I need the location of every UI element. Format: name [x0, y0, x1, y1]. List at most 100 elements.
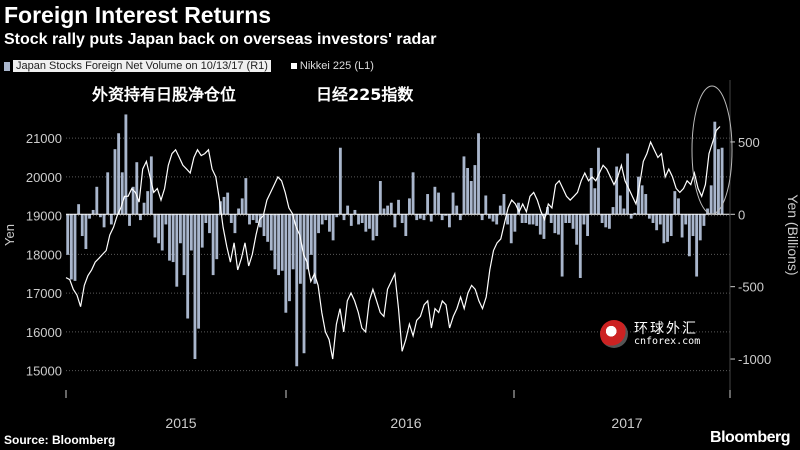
net-volume-bar [578, 214, 582, 278]
left-tick-label: 16000 [26, 325, 62, 340]
net-volume-bar [222, 196, 226, 215]
net-volume-bar [615, 166, 619, 215]
annotation-nikkei: 日经225指数 [316, 85, 414, 104]
net-volume-bar [571, 214, 575, 229]
nikkei-line [65, 126, 721, 360]
net-volume-bar [593, 188, 597, 215]
net-volume-bar [95, 186, 99, 215]
net-volume-bar [448, 214, 451, 228]
net-volume-bar [444, 214, 448, 216]
net-volume-bar [604, 214, 608, 228]
net-volume-bar [597, 147, 600, 215]
net-volume-bar [197, 214, 201, 329]
net-volume-bar [400, 214, 404, 223]
net-volume-bar [251, 214, 255, 221]
net-volume-bar [378, 181, 382, 215]
net-volume-bar [375, 214, 379, 237]
net-volume-bar [600, 214, 604, 223]
net-volume-bar [88, 214, 91, 219]
net-volume-bar [455, 205, 459, 215]
left-tick-label: 20000 [26, 170, 62, 185]
net-volume-bar [629, 214, 633, 219]
net-volume-bar [149, 156, 153, 215]
net-volume-bar [357, 214, 360, 225]
net-volume-bar [531, 214, 535, 225]
net-volume-bar [415, 214, 419, 221]
right-tick-label: 0 [738, 207, 745, 222]
net-volume-bar [484, 195, 488, 215]
legend-line-label: Nikkei 225 (L1) [299, 60, 374, 72]
net-volume-bar [651, 214, 655, 223]
highlight-ellipse [691, 85, 733, 215]
net-volume-bar [626, 153, 629, 215]
net-volume-bar [157, 214, 161, 244]
net-volume-bar [451, 192, 455, 215]
left-axis-label: Yen [2, 224, 17, 246]
net-volume-bar [429, 214, 433, 222]
right-axis-label: Yen (Billions) [785, 194, 800, 275]
right-tick-label: 500 [738, 135, 760, 150]
source-note: Source: Bloomberg [4, 433, 116, 447]
net-volume-bar [306, 214, 310, 270]
net-volume-bar [549, 214, 553, 223]
net-volume-bar [466, 167, 470, 215]
net-volume-bar [517, 202, 520, 215]
net-volume-bar [680, 214, 684, 238]
net-volume-bar [338, 147, 342, 215]
net-volume-bar [186, 214, 190, 319]
net-volume-bar [335, 214, 339, 218]
left-tick-label: 21000 [26, 131, 62, 146]
net-volume-bar [524, 214, 528, 223]
net-volume-bar [557, 214, 560, 235]
net-volume-bar [371, 214, 375, 241]
net-volume-bar [240, 198, 244, 215]
net-volume-bar [647, 214, 651, 219]
net-volume-bar [346, 205, 350, 215]
net-volume-bar [128, 214, 131, 226]
x-axis-ticks: 2015 2016 2017 [65, 390, 731, 431]
nikkei-line-path [65, 126, 721, 360]
left-tick-label: 19000 [26, 209, 62, 224]
net-volume-bar [295, 214, 299, 367]
net-volume-bar [437, 192, 440, 215]
net-volume-bar [66, 214, 70, 255]
net-volume-bar [91, 209, 95, 215]
net-volume-bar [586, 214, 589, 237]
net-volume-bars [66, 114, 724, 367]
net-volume-bar [208, 214, 211, 234]
net-volume-bar [284, 214, 288, 313]
net-volume-bar [124, 114, 128, 215]
line-swatch-icon [290, 63, 297, 69]
net-volume-bar [258, 214, 262, 228]
left-tick-label: 18000 [26, 247, 62, 262]
net-volume-bar [535, 214, 539, 226]
net-volume-bar [695, 214, 699, 277]
net-volume-bar [324, 214, 328, 221]
net-volume-bar [637, 176, 640, 215]
net-volume-bar [702, 214, 706, 226]
net-volume-bar [658, 214, 662, 225]
net-volume-bar [473, 165, 477, 215]
net-volume-bar [266, 214, 270, 242]
net-volume-bar [313, 214, 317, 284]
net-volume-bar [215, 214, 219, 260]
net-volume-bar [386, 205, 390, 215]
x-tick-label: 2016 [390, 415, 421, 431]
net-volume-bar [109, 214, 113, 225]
left-tick-label: 15000 [26, 364, 62, 379]
net-volume-bar [495, 214, 499, 225]
net-volume-bar [717, 149, 720, 215]
net-volume-bar [269, 214, 273, 251]
net-volume-bar [117, 133, 121, 215]
net-volume-bar [288, 214, 291, 302]
legend-item-bars: Japan Stocks Foreign Net Volume on 10/13… [4, 60, 271, 72]
net-volume-bar [397, 199, 400, 215]
net-volume-bar [153, 214, 157, 238]
net-volume-bar [509, 214, 513, 244]
net-volume-bar [135, 162, 139, 215]
net-volume-bar [262, 214, 266, 237]
net-volume-bar [458, 214, 462, 221]
net-volume-bar [582, 214, 586, 225]
x-tick-label: 2015 [165, 415, 196, 431]
